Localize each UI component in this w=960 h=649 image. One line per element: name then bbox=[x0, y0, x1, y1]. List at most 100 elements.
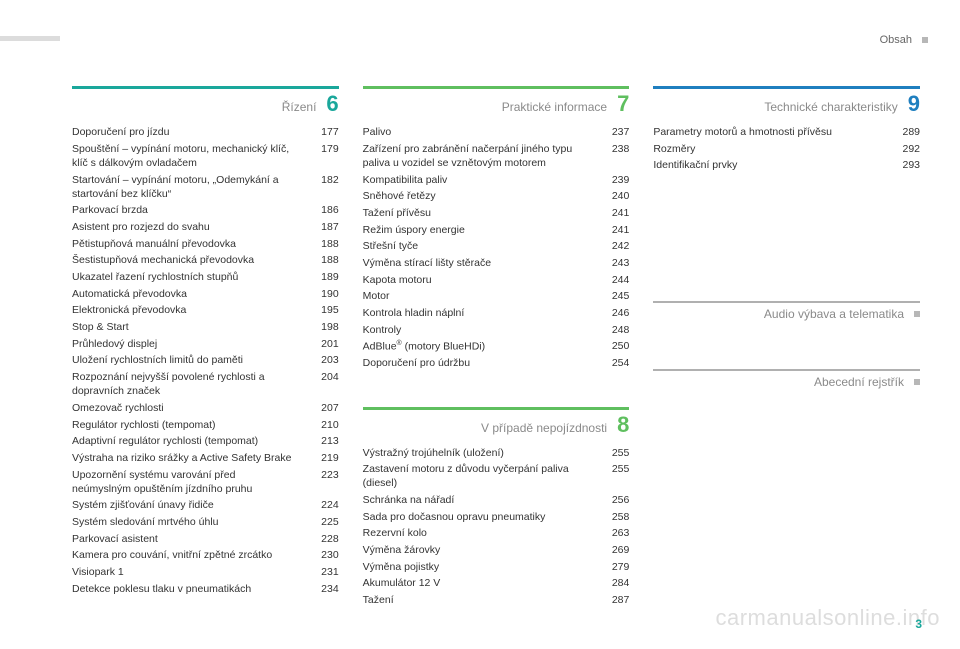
toc-label: Parametry motorů a hmotnosti přívěsu bbox=[653, 125, 886, 139]
toc-row: Rozpoznání nejvyšší povolené rychlosti a… bbox=[72, 370, 339, 398]
toc-page: 241 bbox=[595, 206, 629, 220]
toc-row: Rezervní kolo263 bbox=[363, 526, 630, 540]
toc-label: Ukazatel řazení rychlostních stupňů bbox=[72, 270, 305, 284]
toc-row: AdBlue® (motory BlueHDi)250 bbox=[363, 339, 630, 354]
toc-page: 243 bbox=[595, 256, 629, 270]
toc-row: Adaptivní regulátor rychlosti (tempomat)… bbox=[72, 434, 339, 448]
toc-row: Zařízení pro zabránění načerpání jiného … bbox=[363, 142, 630, 170]
toc-label: Systém sledování mrtvého úhlu bbox=[72, 515, 305, 529]
toc-page: 269 bbox=[595, 543, 629, 557]
toc-page: 210 bbox=[305, 418, 339, 432]
toc-label: Uložení rychlostních limitů do paměti bbox=[72, 353, 305, 367]
toc-label: Kamera pro couvání, vnitřní zpětné zrcát… bbox=[72, 548, 305, 562]
toc-row: Sada pro dočasnou opravu pneumatiky258 bbox=[363, 510, 630, 524]
toc-row: Automatická převodovka190 bbox=[72, 287, 339, 301]
section-9-header: Technické charakteristiky 9 bbox=[653, 78, 920, 115]
section-6-title: Řízení bbox=[72, 100, 316, 114]
toc-row: Výměna žárovky269 bbox=[363, 543, 630, 557]
toc-label: Střešní tyče bbox=[363, 239, 596, 253]
toc-row: Visiopark 1231 bbox=[72, 565, 339, 579]
toc-label: Doporučení pro údržbu bbox=[363, 356, 596, 370]
toc-row: Omezovač rychlosti207 bbox=[72, 401, 339, 415]
toc-page: 225 bbox=[305, 515, 339, 529]
toc-row: Parkovací asistent228 bbox=[72, 532, 339, 546]
extra-1-rule bbox=[653, 301, 920, 303]
toc-label: Výměna stírací lišty stěrače bbox=[363, 256, 596, 270]
toc-page: 240 bbox=[595, 189, 629, 203]
toc-label: Sada pro dočasnou opravu pneumatiky bbox=[363, 510, 596, 524]
toc-label: Visiopark 1 bbox=[72, 565, 305, 579]
toc-row: Pětistupňová manuální převodovka188 bbox=[72, 237, 339, 251]
toc-label: Systém zjišťování únavy řidiče bbox=[72, 498, 305, 512]
toc-page: 293 bbox=[886, 158, 920, 172]
toc-label: Automatická převodovka bbox=[72, 287, 305, 301]
toc-page: 179 bbox=[305, 142, 339, 170]
toc-label: Sněhové řetězy bbox=[363, 189, 596, 203]
toc-row: Identifikační prvky293 bbox=[653, 158, 920, 172]
section-9-title: Technické charakteristiky bbox=[653, 100, 897, 114]
toc-row: Systém sledování mrtvého úhlu225 bbox=[72, 515, 339, 529]
toc-label: Kontroly bbox=[363, 323, 596, 337]
toc-row: Palivo237 bbox=[363, 125, 630, 139]
toc-page: 246 bbox=[595, 306, 629, 320]
extra-2-rule bbox=[653, 369, 920, 371]
toc-row: Doporučení pro údržbu254 bbox=[363, 356, 630, 370]
toc-label: AdBlue® (motory BlueHDi) bbox=[363, 339, 596, 354]
toc-page: 255 bbox=[595, 446, 629, 460]
toc-label: Regulátor rychlosti (tempomat) bbox=[72, 418, 305, 432]
toc-row: Doporučení pro jízdu177 bbox=[72, 125, 339, 139]
toc-row: Elektronická převodovka195 bbox=[72, 303, 339, 317]
section-6-number: 6 bbox=[326, 93, 338, 115]
toc-row: Parametry motorů a hmotnosti přívěsu289 bbox=[653, 125, 920, 139]
toc-label: Parkovací brzda bbox=[72, 203, 305, 217]
extra-1-square-icon bbox=[914, 311, 920, 317]
toc-row: Sněhové řetězy240 bbox=[363, 189, 630, 203]
toc-row: Akumulátor 12 V284 bbox=[363, 576, 630, 590]
page-header-label: Obsah bbox=[880, 34, 912, 46]
toc-page: 256 bbox=[595, 493, 629, 507]
toc-label: Parkovací asistent bbox=[72, 532, 305, 546]
toc-row: Kontrola hladin náplní246 bbox=[363, 306, 630, 320]
toc-columns: Řízení 6 Doporučení pro jízdu177Spouštěn… bbox=[72, 78, 920, 607]
toc-page: 204 bbox=[305, 370, 339, 398]
section-8-rule bbox=[363, 407, 630, 410]
toc-label: Schránka na nářadí bbox=[363, 493, 596, 507]
toc-page: 231 bbox=[305, 565, 339, 579]
toc-page: 263 bbox=[595, 526, 629, 540]
toc-label: Startování – vypínání motoru, „Odemykání… bbox=[72, 173, 305, 201]
header-square-icon bbox=[922, 37, 928, 43]
toc-page: 258 bbox=[595, 510, 629, 524]
toc-row: Výměna stírací lišty stěrače243 bbox=[363, 256, 630, 270]
extra-2-title: Abecední rejstřík bbox=[653, 375, 904, 389]
toc-row: Režim úspory energie241 bbox=[363, 223, 630, 237]
toc-row: Tažení287 bbox=[363, 593, 630, 607]
toc-label: Detekce poklesu tlaku v pneumatikách bbox=[72, 582, 305, 596]
toc-page: 289 bbox=[886, 125, 920, 139]
toc-page: 219 bbox=[305, 451, 339, 465]
toc-row: Kontroly248 bbox=[363, 323, 630, 337]
toc-label: Elektronická převodovka bbox=[72, 303, 305, 317]
toc-row: Startování – vypínání motoru, „Odemykání… bbox=[72, 173, 339, 201]
toc-page: 237 bbox=[595, 125, 629, 139]
toc-row: Detekce poklesu tlaku v pneumatikách234 bbox=[72, 582, 339, 596]
toc-label: Omezovač rychlosti bbox=[72, 401, 305, 415]
section-6-header: Řízení 6 bbox=[72, 78, 339, 115]
toc-label: Výstražný trojúhelník (uložení) bbox=[363, 446, 596, 460]
toc-label: Upozornění systému varování před neúmysl… bbox=[72, 468, 305, 496]
toc-page: 244 bbox=[595, 273, 629, 287]
toc-page: 187 bbox=[305, 220, 339, 234]
extra-1-title: Audio výbava a telematika bbox=[653, 307, 904, 321]
section-7-number: 7 bbox=[617, 93, 629, 115]
toc-page: 279 bbox=[595, 560, 629, 574]
toc-label: Pětistupňová manuální převodovka bbox=[72, 237, 305, 251]
toc-row: Regulátor rychlosti (tempomat)210 bbox=[72, 418, 339, 432]
toc-label: Zařízení pro zabránění načerpání jiného … bbox=[363, 142, 596, 170]
extra-1-header: Audio výbava a telematika bbox=[653, 293, 920, 321]
toc-page: 255 bbox=[595, 462, 629, 490]
page-number: 3 bbox=[915, 617, 922, 631]
toc-page: 177 bbox=[305, 125, 339, 139]
toc-label: Rozměry bbox=[653, 142, 886, 156]
toc-row: Asistent pro rozjezd do svahu187 bbox=[72, 220, 339, 234]
toc-page: 189 bbox=[305, 270, 339, 284]
section-9-number: 9 bbox=[908, 93, 920, 115]
